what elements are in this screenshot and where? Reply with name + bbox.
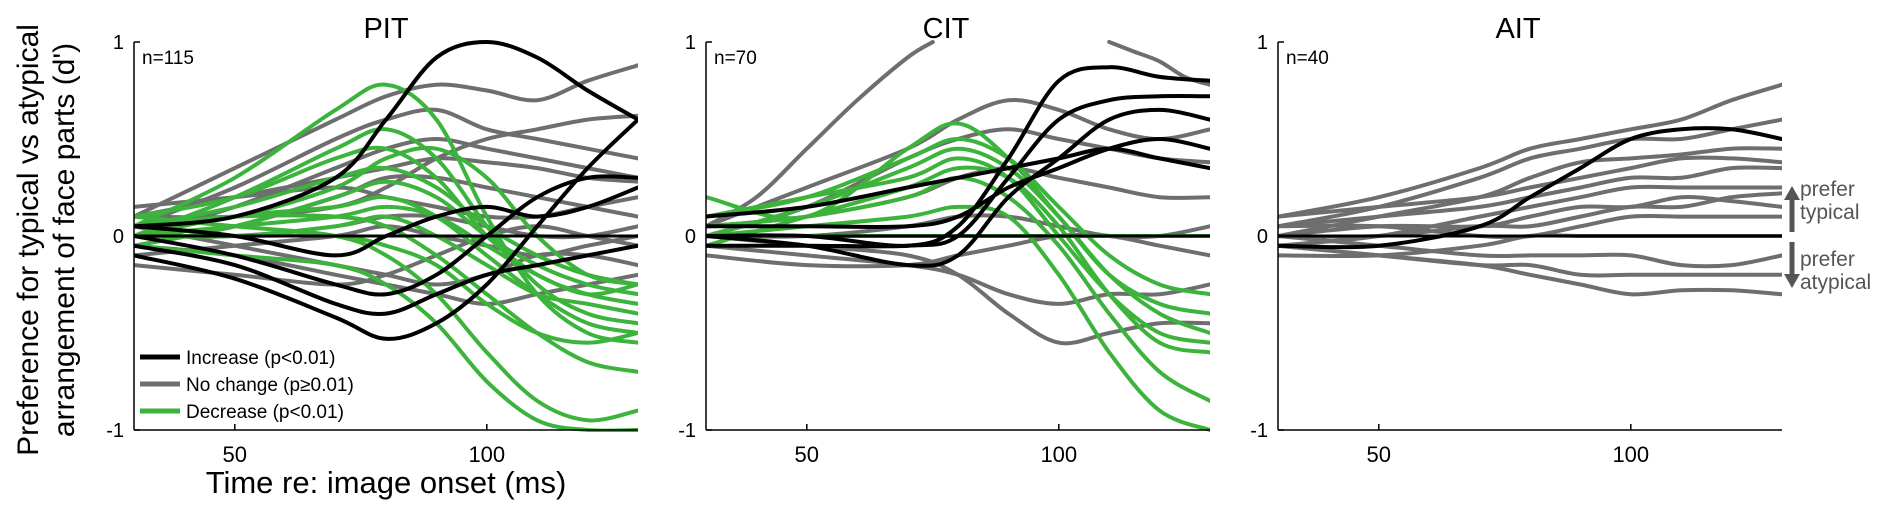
prefer-atypical-label-2: atypical — [1800, 271, 1871, 294]
cit-series-decrease-21 — [706, 156, 1210, 345]
preference-arrows: prefer typical prefer atypical — [1784, 178, 1871, 294]
cit-ytick-label: -1 — [678, 420, 696, 442]
pit-series-increase-0 — [134, 40, 638, 229]
cit-series-increase-3 — [706, 137, 1210, 230]
ait-title: AIT — [1495, 13, 1540, 45]
ait-xtick-label: 50 — [1367, 442, 1391, 467]
pit-series-no-change-5 — [134, 63, 638, 219]
pit-series-decrease-17 — [134, 82, 638, 345]
ait-xtick-label: 100 — [1612, 442, 1649, 467]
cit-series-no-change-10 — [706, 232, 1210, 269]
prefer-typical-label-1: prefer — [1800, 178, 1855, 201]
pit-ytick-label: -1 — [106, 420, 124, 442]
cit-series-increase-4 — [706, 146, 1210, 219]
pit-xtick-label: 50 — [223, 442, 247, 467]
y-axis-label-line1: Preference for typical vs atypical — [12, 24, 45, 456]
cit-ytick-label: 1 — [685, 32, 696, 54]
pit-series-increase-1 — [134, 117, 638, 341]
pit-plot: -1 0 1 50 100 — [106, 32, 638, 467]
ait-series-no-change-12 — [1278, 155, 1782, 219]
cit-plot: -1 0 1 50 100 — [678, 32, 1210, 467]
ait-series-no-change-1 — [1278, 82, 1782, 219]
cit-xtick-label: 50 — [795, 442, 819, 467]
cit-ytick-label: 0 — [685, 226, 696, 248]
ait-series-no-change-11 — [1278, 243, 1782, 297]
panel-cit: -1 0 1 50 100 CIT n=70 — [678, 13, 1210, 467]
prefer-atypical-label-1: prefer — [1800, 248, 1855, 271]
legend-label-no-change: No change (p≥0.01) — [186, 375, 354, 396]
down-arrow-icon — [1784, 274, 1800, 288]
y-axis-label-line2: arrangement of face parts (d') — [48, 43, 81, 437]
legend: Increase (p<0.01) No change (p≥0.01) Dec… — [140, 348, 354, 423]
cit-title: CIT — [923, 13, 970, 45]
pit-n-label: n=115 — [142, 48, 194, 69]
ait-ytick-label: 0 — [1257, 226, 1268, 248]
panel-ait: -1 0 1 50 100 AIT n=40 — [1250, 13, 1782, 467]
cit-series-increase-2 — [706, 107, 1210, 268]
legend-label-decrease: Decrease (p<0.01) — [186, 402, 344, 423]
pit-xtick-label: 100 — [468, 442, 505, 467]
ait-series-no-change-3 — [1278, 146, 1782, 238]
ait-series-no-change-4 — [1278, 165, 1782, 229]
cit-series-no-change-5 — [706, 40, 935, 229]
prefer-typical-label-2: typical — [1800, 201, 1860, 224]
ait-series-increase-0 — [1278, 126, 1782, 250]
ait-series-no-change-10 — [1278, 243, 1782, 278]
pit-series-increase-2 — [134, 174, 638, 297]
ait-plot: -1 0 1 50 100 — [1250, 32, 1782, 467]
x-axis-label: Time re: image onset (ms) — [206, 465, 567, 500]
ait-series-no-change-7 — [1278, 213, 1782, 240]
pit-series-decrease-20 — [134, 165, 638, 287]
ait-series-lines — [1278, 82, 1782, 297]
pit-series-no-change-6 — [134, 107, 638, 229]
cit-series-no-change-6 — [706, 97, 1210, 229]
pit-series-lines — [134, 40, 638, 432]
ait-n-label: n=40 — [1286, 48, 1329, 69]
ait-ytick-label: 1 — [1257, 32, 1268, 54]
pit-title: PIT — [363, 13, 408, 45]
ait-ytick-label: -1 — [1250, 420, 1268, 442]
pit-series-decrease-27 — [134, 204, 638, 297]
cit-xtick-label: 100 — [1040, 442, 1077, 467]
pit-series-increase-4 — [134, 243, 638, 316]
pit-ytick-label: 1 — [113, 32, 124, 54]
up-arrow-icon — [1784, 186, 1800, 200]
panel-pit: -1 0 1 50 100 PIT n=115 — [106, 13, 638, 467]
legend-label-increase: Increase (p<0.01) — [186, 348, 335, 369]
cit-n-label: n=70 — [714, 48, 757, 69]
pit-ytick-label: 0 — [113, 226, 124, 248]
